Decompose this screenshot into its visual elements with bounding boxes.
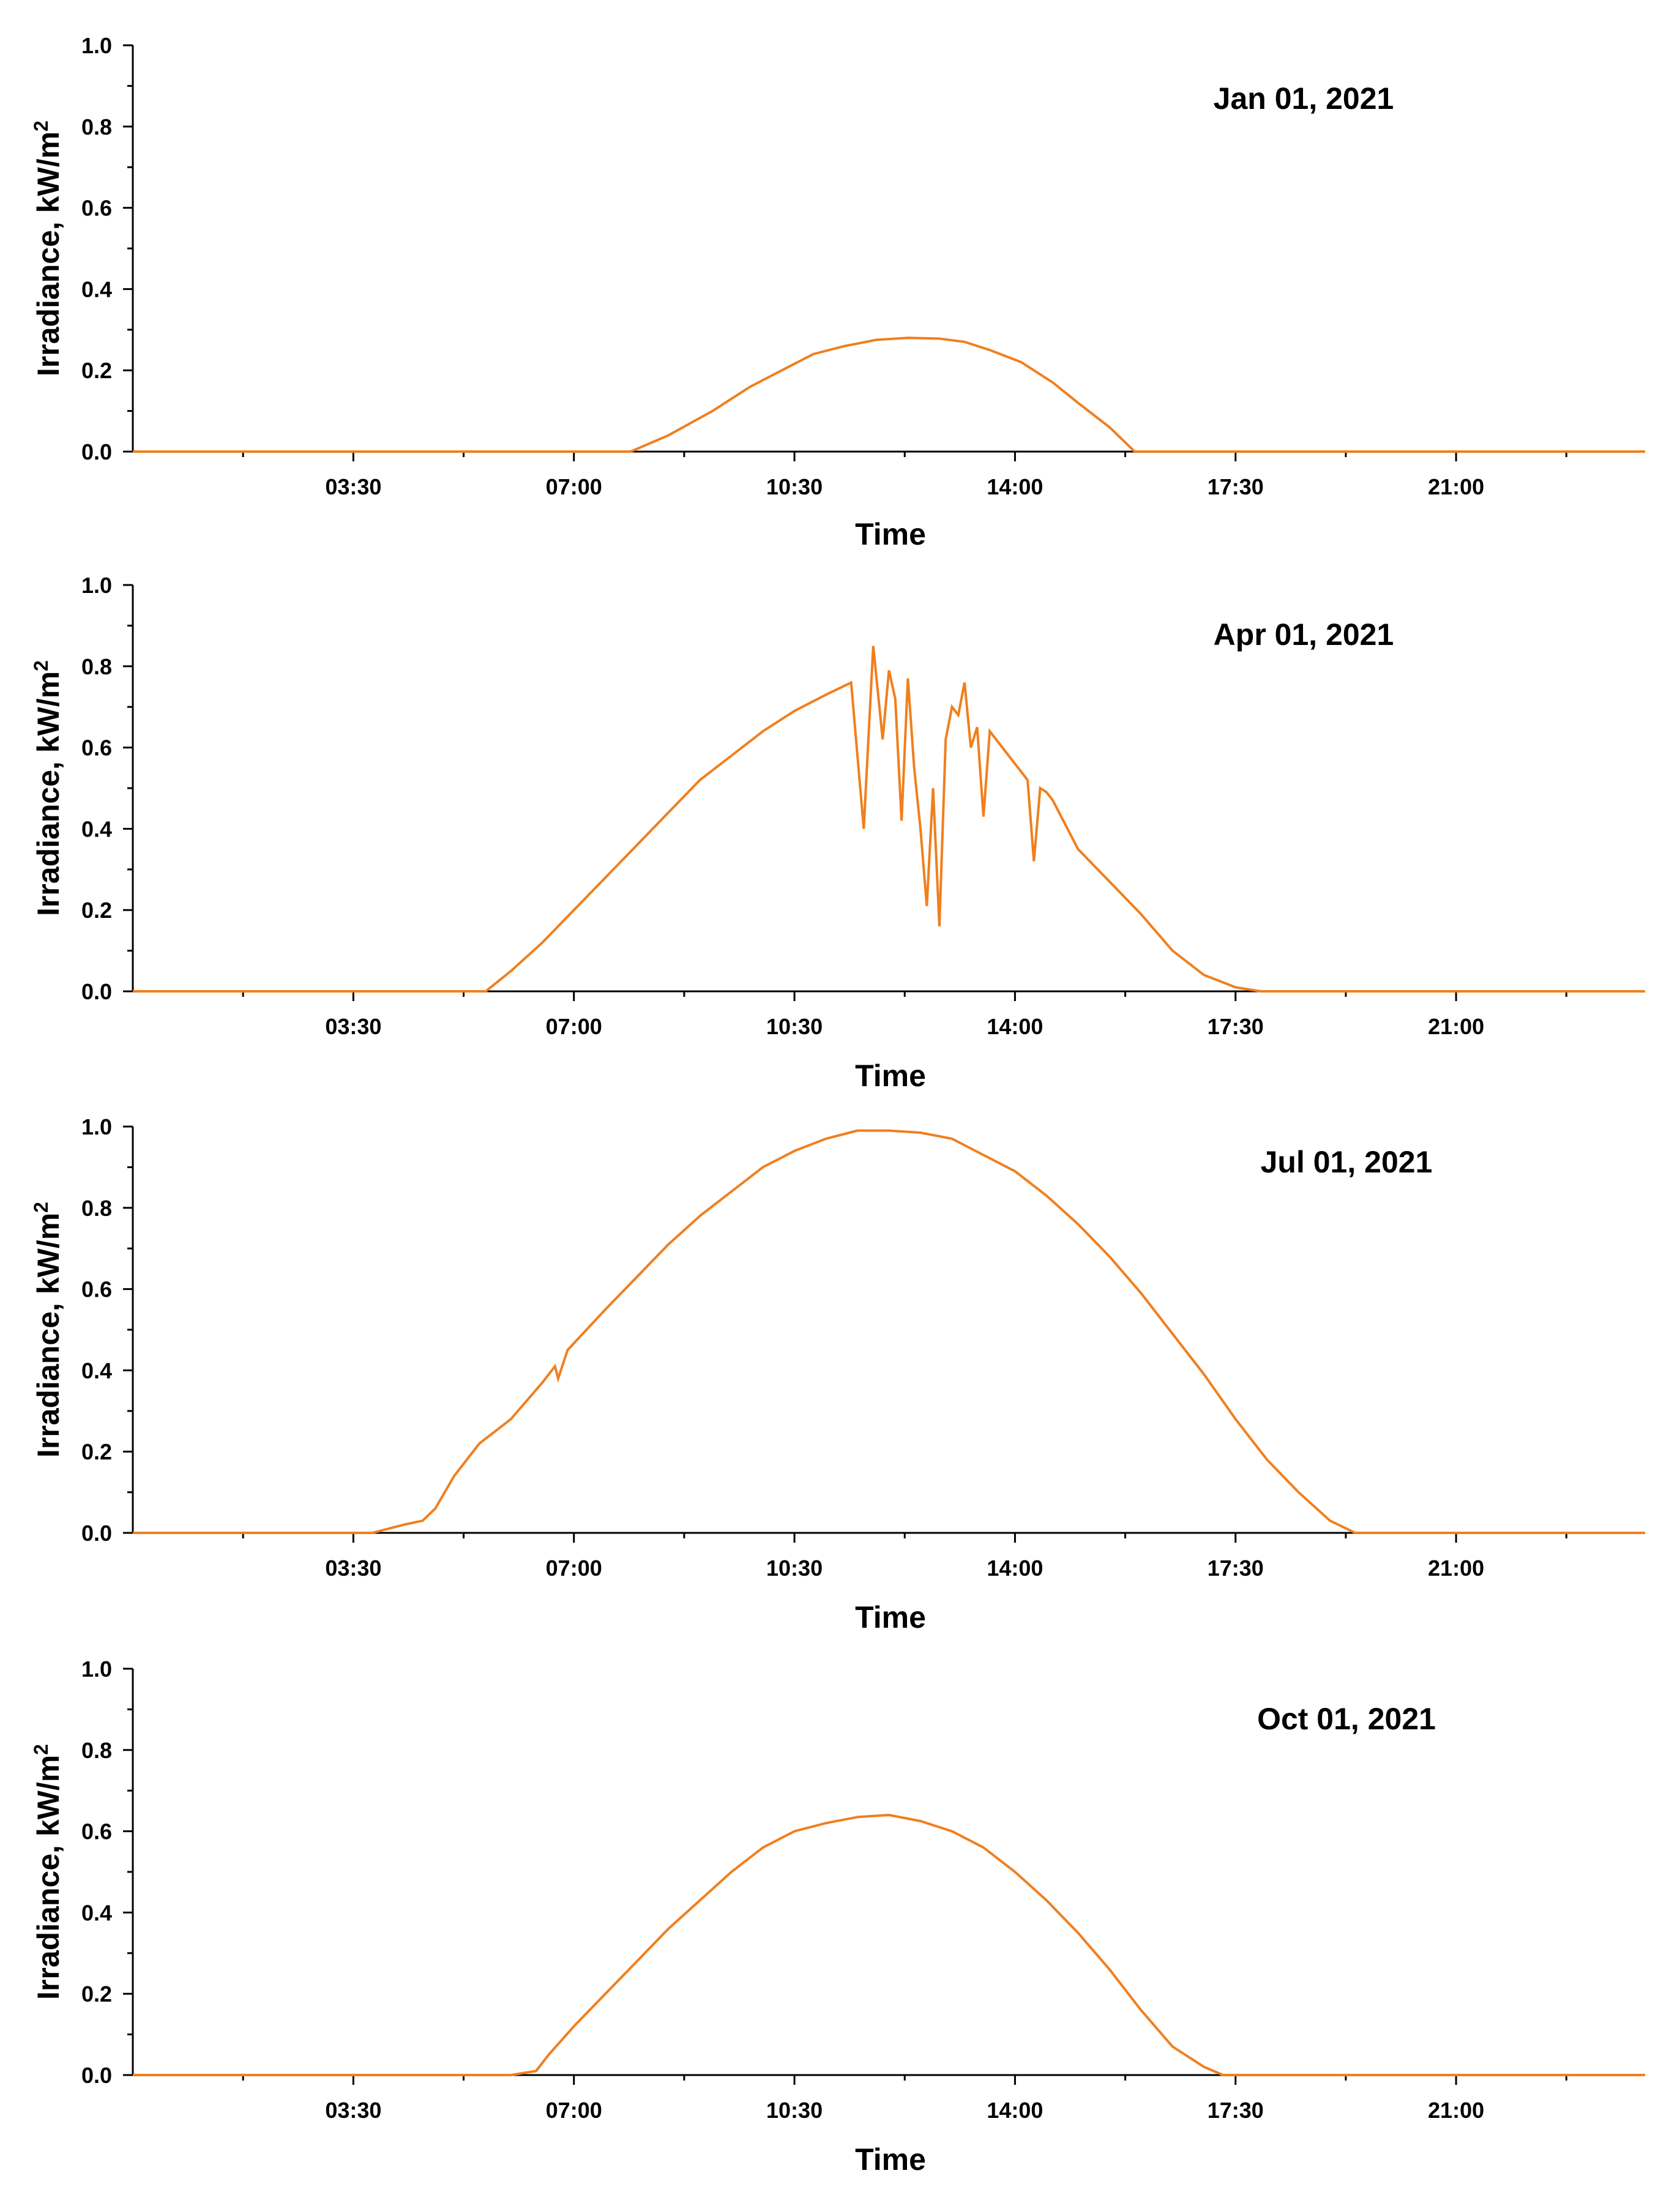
y-axis-title-text: Irradiance, kW/m xyxy=(31,1755,65,2000)
chart-title: Oct 01, 2021 xyxy=(1257,1702,1436,1736)
chart-title: Apr 01, 2021 xyxy=(1214,617,1394,652)
y-tick-label: 1.0 xyxy=(81,1656,112,1682)
x-tick-label: 17:30 xyxy=(1208,2098,1264,2123)
y-tick-label: 0.4 xyxy=(81,1900,112,1925)
x-tick-label: 07:00 xyxy=(546,1556,602,1581)
y-tick-label: 0.2 xyxy=(81,1439,112,1464)
x-tick-label: 07:00 xyxy=(546,474,602,499)
y-axis-title-text: Irradiance, kW/m xyxy=(31,132,65,376)
chart-title: Jul 01, 2021 xyxy=(1261,1145,1433,1179)
y-axis-title-text: Irradiance, kW/m xyxy=(31,1213,65,1458)
y-tick-label: 0.0 xyxy=(81,1521,112,1546)
chart-panel-3: Jul 01, 2021 Time Irradiance, kW/m2 0.0 0… xyxy=(30,1114,1645,1634)
x-tick-label: 03:30 xyxy=(325,2098,381,2123)
series-line-irradiance xyxy=(133,1129,1645,1534)
y-tick-label: 0.0 xyxy=(81,979,112,1004)
y-axis-title: Irradiance, kW/m2 xyxy=(30,121,65,376)
y-tick-label: 0.8 xyxy=(81,654,112,679)
y-tick-label: 0.6 xyxy=(81,196,112,221)
x-tick-label: 10:30 xyxy=(766,2098,823,2123)
x-tick-label: 10:30 xyxy=(766,1556,823,1581)
y-tick-label: 1.0 xyxy=(81,33,112,58)
x-axis-title: Time xyxy=(855,1059,926,1093)
y-tick-label: 0.4 xyxy=(81,1358,112,1383)
y-axis-title-superscript: 2 xyxy=(30,660,52,671)
x-tick-label: 21:00 xyxy=(1428,1014,1484,1039)
x-tick-label: 07:00 xyxy=(546,2098,602,2123)
x-tick-label: 03:30 xyxy=(325,1556,381,1581)
y-tick-label: 1.0 xyxy=(81,573,112,598)
chart-panel-4: Oct 01, 2021 Time Irradiance, kW/m2 0.0 0… xyxy=(30,1656,1645,2177)
y-tick-label: 0.2 xyxy=(81,1981,112,2007)
x-tick-label: 14:00 xyxy=(987,1014,1043,1039)
y-tick-label: 0.4 xyxy=(81,816,112,841)
x-axis-title: Time xyxy=(855,2142,926,2177)
y-tick-label: 0.6 xyxy=(81,1277,112,1302)
x-tick-label: 03:30 xyxy=(325,1014,381,1039)
y-tick-label: 0.2 xyxy=(81,358,112,383)
y-axis-title-text: Irradiance, kW/m xyxy=(31,671,65,916)
y-axis-title: Irradiance, kW/m2 xyxy=(30,660,65,916)
x-tick-label: 03:30 xyxy=(325,474,381,499)
y-axis-title-superscript: 2 xyxy=(30,1202,52,1213)
y-tick-label: 1.0 xyxy=(81,1114,112,1139)
x-tick-label: 17:30 xyxy=(1208,1556,1264,1581)
y-axis-title-superscript: 2 xyxy=(30,1744,52,1755)
y-tick-label: 0.8 xyxy=(81,1738,112,1763)
y-tick-label: 0.0 xyxy=(81,439,112,464)
y-tick-label: 0.8 xyxy=(81,1196,112,1221)
chart-title: Jan 01, 2021 xyxy=(1214,81,1394,116)
x-tick-label: 07:00 xyxy=(546,1014,602,1039)
chart-panel-1: Jan 01, 2021 Time Irradiance, kW/m2 0.0 0… xyxy=(30,33,1645,551)
series-line-irradiance xyxy=(133,646,1645,993)
y-tick-label: 0.4 xyxy=(81,277,112,302)
series-line-irradiance xyxy=(133,1813,1645,2076)
x-axis-title: Time xyxy=(855,1600,926,1634)
x-tick-label: 10:30 xyxy=(766,1014,823,1039)
x-tick-label: 10:30 xyxy=(766,474,823,499)
y-tick-label: 0.8 xyxy=(81,114,112,140)
x-tick-label: 17:30 xyxy=(1208,474,1264,499)
y-tick-label: 0.2 xyxy=(81,898,112,923)
x-tick-label: 14:00 xyxy=(987,2098,1043,2123)
y-axis-title: Irradiance, kW/m2 xyxy=(30,1744,65,2000)
y-tick-label: 0.0 xyxy=(81,2063,112,2088)
x-tick-label: 21:00 xyxy=(1428,1556,1484,1581)
x-tick-label: 21:00 xyxy=(1428,474,1484,499)
x-axis-title: Time xyxy=(855,517,926,551)
x-tick-label: 14:00 xyxy=(987,474,1043,499)
y-axis-title: Irradiance, kW/m2 xyxy=(30,1202,65,1458)
x-tick-label: 14:00 xyxy=(987,1556,1043,1581)
y-tick-label: 0.6 xyxy=(81,736,112,761)
chart-panel-2: Apr 01, 2021 Time Irradiance, kW/m2 0.0 0… xyxy=(30,573,1645,1093)
x-tick-label: 17:30 xyxy=(1208,1014,1264,1039)
x-tick-label: 21:00 xyxy=(1428,2098,1484,2123)
series-line-irradiance xyxy=(133,337,1645,453)
y-axis-title-superscript: 2 xyxy=(30,121,52,132)
y-tick-label: 0.6 xyxy=(81,1819,112,1844)
